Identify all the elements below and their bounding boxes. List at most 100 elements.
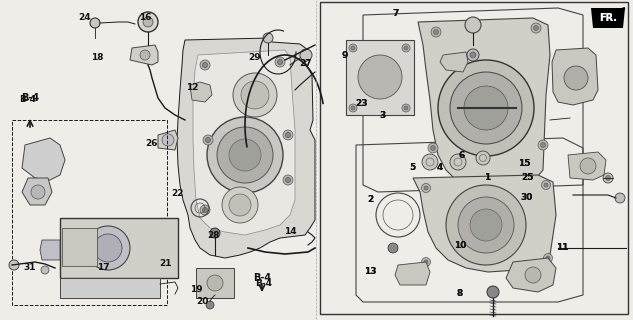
Circle shape — [404, 46, 408, 50]
Text: 25: 25 — [521, 173, 533, 182]
Circle shape — [450, 154, 466, 170]
Circle shape — [200, 60, 210, 70]
Text: 4: 4 — [437, 164, 443, 172]
Circle shape — [606, 175, 610, 180]
Circle shape — [86, 226, 130, 270]
Polygon shape — [22, 178, 52, 205]
Text: 21: 21 — [160, 260, 172, 268]
Text: 5: 5 — [409, 164, 415, 172]
Polygon shape — [591, 8, 625, 28]
Text: 6: 6 — [459, 151, 465, 161]
Circle shape — [402, 104, 410, 112]
Bar — [60, 278, 160, 298]
Circle shape — [9, 260, 19, 270]
Circle shape — [424, 186, 428, 190]
Text: 7: 7 — [393, 10, 399, 19]
Text: 25: 25 — [521, 173, 533, 182]
Circle shape — [541, 142, 546, 148]
Text: 6: 6 — [459, 151, 465, 161]
Circle shape — [615, 193, 625, 203]
Circle shape — [470, 52, 476, 58]
Text: 29: 29 — [249, 53, 261, 62]
Circle shape — [94, 234, 122, 262]
Circle shape — [476, 151, 490, 165]
Polygon shape — [130, 45, 158, 65]
Text: 9: 9 — [342, 51, 348, 60]
Polygon shape — [190, 82, 212, 102]
Circle shape — [464, 86, 508, 130]
Circle shape — [487, 286, 499, 298]
Circle shape — [206, 138, 211, 142]
Circle shape — [217, 127, 273, 183]
Text: 2: 2 — [367, 196, 373, 204]
Circle shape — [541, 180, 551, 189]
Text: B-4: B-4 — [20, 95, 37, 105]
Circle shape — [428, 143, 438, 153]
Text: 8: 8 — [457, 289, 463, 298]
Text: 10: 10 — [454, 242, 466, 251]
Circle shape — [210, 228, 220, 238]
Circle shape — [351, 46, 355, 50]
Bar — [60, 218, 178, 278]
Text: 1: 1 — [484, 173, 490, 182]
Circle shape — [422, 183, 430, 193]
Circle shape — [349, 104, 357, 112]
Text: 3: 3 — [380, 110, 386, 119]
Bar — [196, 268, 234, 298]
Circle shape — [603, 173, 613, 183]
Text: 11: 11 — [556, 244, 568, 252]
Circle shape — [538, 140, 548, 150]
Bar — [62, 228, 97, 266]
Text: 8: 8 — [457, 289, 463, 298]
Circle shape — [465, 17, 481, 33]
Circle shape — [430, 146, 436, 150]
Circle shape — [233, 73, 277, 117]
Circle shape — [422, 154, 438, 170]
Text: B-4: B-4 — [253, 273, 271, 283]
Circle shape — [207, 117, 283, 193]
Polygon shape — [413, 175, 556, 272]
Text: B-4: B-4 — [21, 93, 39, 103]
Circle shape — [446, 185, 526, 265]
Text: 18: 18 — [91, 52, 103, 61]
Text: 30: 30 — [521, 194, 533, 203]
Circle shape — [564, 66, 588, 90]
Circle shape — [434, 29, 439, 35]
Text: 5: 5 — [409, 164, 415, 172]
Circle shape — [203, 207, 208, 212]
Text: 30: 30 — [521, 194, 533, 203]
Circle shape — [206, 301, 214, 309]
Text: 15: 15 — [518, 158, 530, 167]
Polygon shape — [418, 18, 550, 190]
Circle shape — [351, 106, 355, 110]
Polygon shape — [193, 50, 295, 235]
Text: 17: 17 — [97, 262, 110, 271]
Circle shape — [422, 258, 430, 267]
Text: 7: 7 — [393, 10, 399, 19]
Text: 1: 1 — [484, 173, 490, 182]
Circle shape — [424, 260, 428, 264]
Text: 12: 12 — [185, 84, 198, 92]
Circle shape — [41, 266, 49, 274]
Circle shape — [525, 267, 541, 283]
Circle shape — [31, 185, 45, 199]
Circle shape — [241, 81, 269, 109]
Circle shape — [275, 57, 285, 67]
Circle shape — [300, 49, 312, 61]
Circle shape — [349, 44, 357, 52]
Text: 4: 4 — [437, 164, 443, 172]
Text: 24: 24 — [78, 13, 91, 22]
Bar — [12, 120, 167, 305]
Circle shape — [283, 130, 293, 140]
Text: 20: 20 — [196, 298, 208, 307]
Polygon shape — [22, 138, 65, 180]
Text: 23: 23 — [356, 99, 368, 108]
Circle shape — [138, 12, 158, 32]
Text: FR.: FR. — [599, 13, 617, 23]
Text: 28: 28 — [207, 230, 219, 239]
Polygon shape — [395, 262, 430, 285]
Circle shape — [90, 18, 100, 28]
Circle shape — [229, 194, 251, 216]
Circle shape — [283, 175, 293, 185]
Bar — [320, 2, 628, 314]
